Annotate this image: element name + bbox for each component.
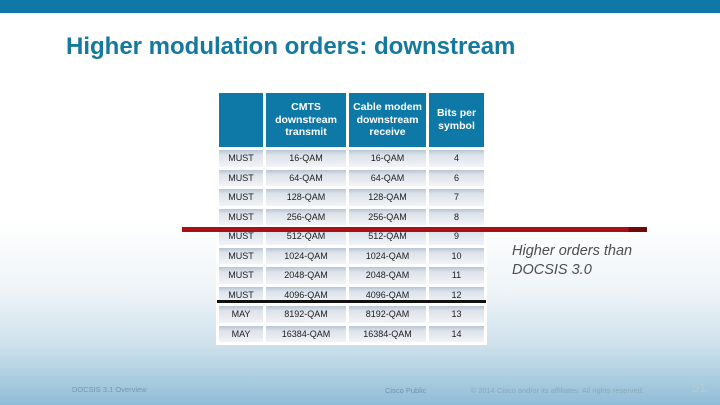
table-cell: MUST <box>219 208 263 225</box>
red-divider-line <box>182 227 647 232</box>
footer-classification: Cisco Public <box>385 386 427 395</box>
table-cell: 16384-QAM <box>349 325 426 342</box>
table-header-cell <box>219 93 263 147</box>
table-header-cell: Cable modem downstream receive <box>349 93 426 147</box>
table-row: MUST 128-QAM 128-QAM 7 <box>219 189 484 206</box>
table-cell: MUST <box>219 267 263 284</box>
table-cell: MAY <box>219 325 263 342</box>
table-cell: MUST <box>219 247 263 264</box>
table-row: MUST 2048-QAM 2048-QAM 11 <box>219 267 484 284</box>
table-cell: MUST <box>219 150 263 167</box>
table-cell: 10 <box>429 247 484 264</box>
table-cell: 64-QAM <box>266 169 346 186</box>
table-cell: 16384-QAM <box>266 325 346 342</box>
table-cell: 7 <box>429 189 484 206</box>
table-cell: 9 <box>429 228 484 245</box>
table-cell: 8192-QAM <box>349 306 426 323</box>
table-cell: 256-QAM <box>266 208 346 225</box>
table-body: MUST 16-QAM 16-QAM 4 MUST 64-QAM 64-QAM 6 MUST 12… <box>219 150 484 342</box>
table-cell: 16-QAM <box>349 150 426 167</box>
table-cell: MAY <box>219 306 263 323</box>
table-cell: 256-QAM <box>349 208 426 225</box>
table-cell: 14 <box>429 325 484 342</box>
table-cell: 1024-QAM <box>349 247 426 264</box>
table-row: MAY 8192-QAM 8192-QAM 13 <box>219 306 484 323</box>
black-divider-line <box>217 300 486 303</box>
table-cell: 512-QAM <box>266 228 346 245</box>
table-cell: 8 <box>429 208 484 225</box>
annotation-text: Higher orders than DOCSIS 3.0 <box>512 243 633 278</box>
table-header-cell: Bits per symbol <box>429 93 484 147</box>
footer-copyright: © 2014 Cisco and/or its affiliates. All … <box>470 386 644 395</box>
table-cell: MUST <box>219 189 263 206</box>
footer-deck-title: DOCSIS 3.1 Overview <box>72 385 147 394</box>
table-cell: 8192-QAM <box>266 306 346 323</box>
table-cell: 11 <box>429 267 484 284</box>
table-row: MUST 256-QAM 256-QAM 8 <box>219 208 484 225</box>
table-row: MUST 512-QAM 512-QAM 9 <box>219 228 484 245</box>
table-cell: 4096-QAM <box>266 286 346 303</box>
table-row: MUST 16-QAM 16-QAM 4 <box>219 150 484 167</box>
table-cell: 512-QAM <box>349 228 426 245</box>
table-header-row: CMTS downstream transmit Cable modem down… <box>219 93 484 147</box>
table-cell: 64-QAM <box>349 169 426 186</box>
table-row: MUST 64-QAM 64-QAM 6 <box>219 169 484 186</box>
table-cell: 16-QAM <box>266 150 346 167</box>
top-accent-bar <box>0 0 720 13</box>
table-cell: 13 <box>429 306 484 323</box>
table-cell: MUST <box>219 228 263 245</box>
table-header-cell: CMTS downstream transmit <box>266 93 346 147</box>
table-cell: 1024-QAM <box>266 247 346 264</box>
footer-page-number: 51 <box>692 381 706 395</box>
table-cell: 128-QAM <box>266 189 346 206</box>
table-cell: 2048-QAM <box>266 267 346 284</box>
table-cell: 4096-QAM <box>349 286 426 303</box>
table-cell: 2048-QAM <box>349 267 426 284</box>
table-row: MAY 16384-QAM 16384-QAM 14 <box>219 325 484 342</box>
table-cell: 6 <box>429 169 484 186</box>
slide-title: Higher modulation orders: downstream <box>66 33 516 60</box>
table-cell: MUST <box>219 169 263 186</box>
table-cell: MUST <box>219 286 263 303</box>
modulation-table: CMTS downstream transmit Cable modem down… <box>216 90 487 345</box>
table-cell: 128-QAM <box>349 189 426 206</box>
table-cell: 12 <box>429 286 484 303</box>
table-row: MUST 4096-QAM 4096-QAM 12 <box>219 286 484 303</box>
table-cell: 4 <box>429 150 484 167</box>
table-row: MUST 1024-QAM 1024-QAM 10 <box>219 247 484 264</box>
